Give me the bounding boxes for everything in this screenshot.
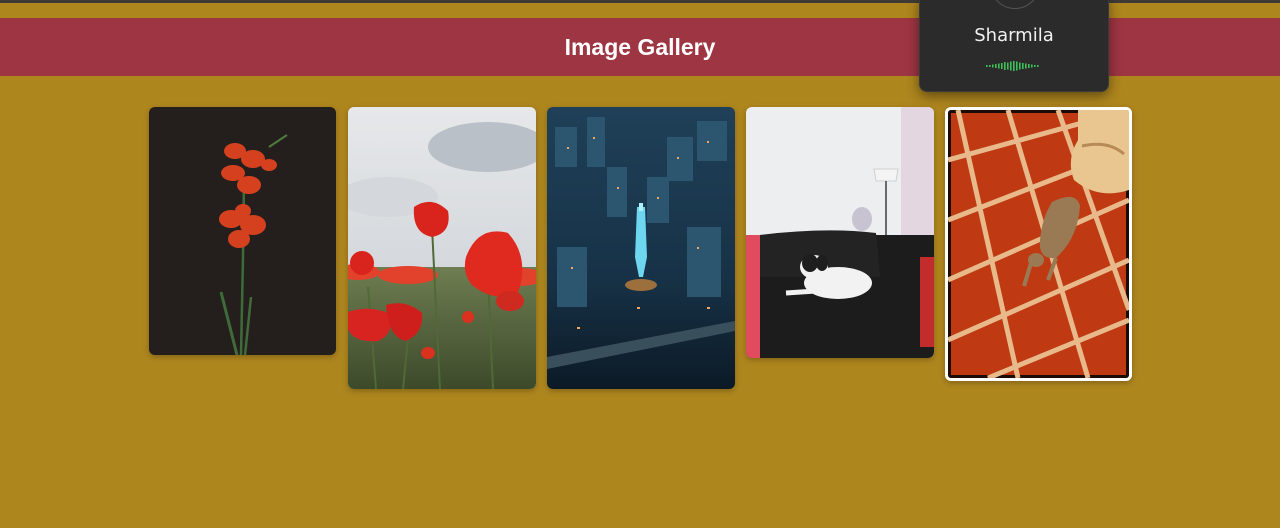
gladiolus-illustration [149, 107, 336, 355]
incoming-call-popup[interactable]: Sharmila [919, 0, 1109, 92]
caller-avatar [990, 0, 1040, 9]
poppies-illustration [348, 107, 536, 389]
voice-activity-icon [986, 61, 1039, 71]
gallery-image-poppies[interactable] [348, 107, 536, 389]
window-top-strip [0, 0, 1280, 3]
gallery-image-city-night[interactable] [547, 107, 735, 389]
gallery-image-gladiolus[interactable] [149, 107, 336, 355]
dog-sofa-illustration [746, 107, 934, 358]
caller-name: Sharmila [974, 25, 1054, 46]
cat-tiles-illustration [948, 110, 1129, 378]
page-title: Image Gallery [564, 33, 716, 60]
city-night-illustration [547, 107, 735, 389]
gallery-image-cat-tiles[interactable] [945, 107, 1132, 381]
gallery-image-dog-sofa[interactable] [746, 107, 934, 358]
